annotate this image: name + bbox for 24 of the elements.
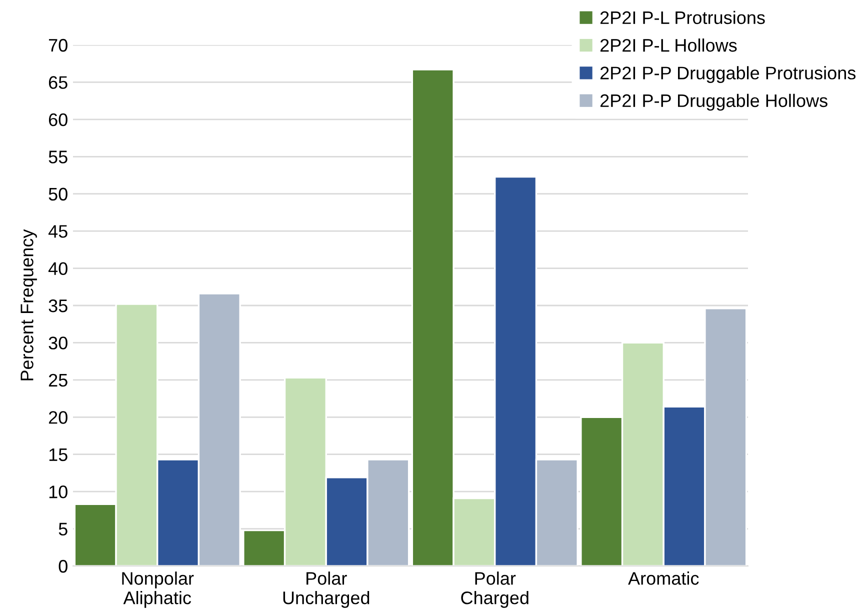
y-axis-title: Percent Frequency: [20, 229, 37, 380]
y-tick-label: 25: [48, 374, 68, 387]
y-tick-label: 10: [49, 486, 68, 498]
y-tick-label: 50: [48, 188, 68, 201]
y-tick-label: 35: [48, 299, 68, 312]
legend-label: 2P2I P-L Protrusions: [600, 10, 765, 24]
x-tick-label: Nonpolar Aliphatic: [122, 572, 194, 608]
legend-label: 2P2I P-P Druggable Hollows: [600, 94, 828, 111]
x-tick-label: Polar Charged: [461, 572, 528, 608]
y-tick-label: 60: [48, 113, 68, 126]
y-tick-label: 20: [48, 411, 68, 424]
y-tick-label: 30: [48, 336, 68, 350]
y-tick-label: 40: [48, 262, 68, 276]
x-tick-label: Aromatic: [628, 572, 699, 585]
y-tick-label: 65: [48, 76, 68, 89]
y-tick-label: 55: [48, 150, 68, 164]
y-tick-label: 0: [58, 560, 68, 573]
y-tick-label: 70: [48, 38, 68, 52]
legend-label: 2P2I P-L Hollows: [600, 38, 737, 52]
y-tick-label: 45: [48, 225, 68, 238]
legend-label: 2P2I P-P Druggable Protrusions: [600, 66, 856, 83]
x-tick-label: Polar Uncharged: [283, 572, 370, 608]
y-tick-label: 15: [49, 448, 68, 462]
y-tick-label: 5: [58, 522, 68, 536]
